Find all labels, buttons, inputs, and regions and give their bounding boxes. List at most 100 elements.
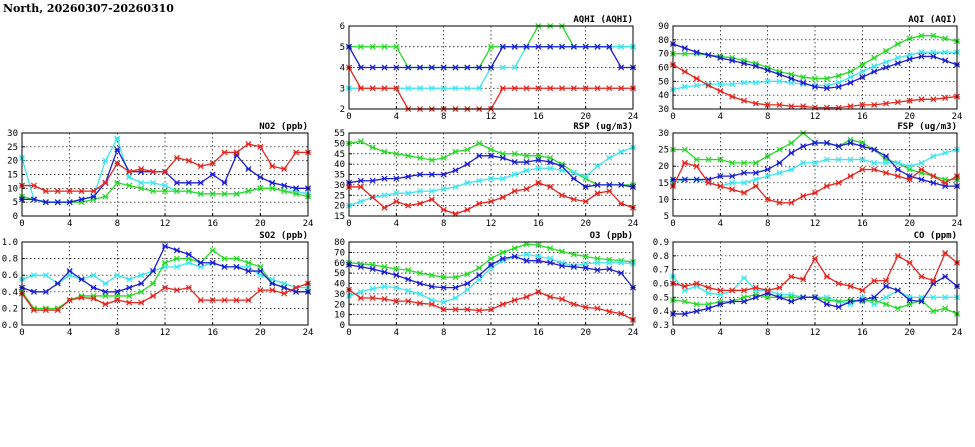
data-point-red (800, 103, 807, 110)
x-tick-label: 0 (670, 219, 675, 229)
data-point-red (811, 255, 819, 262)
fsp-chart: 0 4 8 12 16 20 24 5 10 15 20 25 30 FSP (ug/m3) (658, 122, 962, 229)
data-point-green (357, 43, 364, 50)
x-tick-label: 12 (486, 112, 497, 122)
x-tick-label: 16 (533, 219, 544, 229)
data-point-blue (811, 139, 819, 146)
data-point-red (233, 149, 240, 156)
x-tick-label: 24 (952, 219, 963, 229)
y-tick-label: 15 (658, 179, 669, 189)
data-point-cyan (428, 85, 435, 92)
data-point-cyan (114, 272, 121, 279)
data-point-green (233, 255, 240, 262)
data-point-cyan (535, 165, 542, 172)
plot-frame (21, 241, 309, 326)
data-point-red (173, 287, 180, 294)
data-point-blue (257, 174, 264, 181)
data-point-red (823, 273, 830, 280)
series-line-green (673, 132, 957, 181)
x-tick-label: 0 (19, 219, 24, 229)
x-tick-label: 4 (67, 328, 72, 338)
data-point-green (894, 305, 901, 312)
data-point-cyan (859, 156, 866, 163)
data-point-blue (150, 268, 157, 275)
data-point-blue (894, 60, 901, 67)
data-point-green (835, 72, 842, 79)
data-point-blue (381, 64, 388, 71)
data-point-green (393, 150, 400, 157)
data-point-blue (511, 43, 518, 50)
data-point-blue (535, 43, 542, 50)
data-point-red (788, 103, 795, 110)
data-point-cyan (357, 288, 364, 295)
data-point-red (582, 304, 589, 311)
data-point-red (221, 297, 228, 304)
data-point-red (788, 199, 795, 206)
data-point-blue (393, 64, 400, 71)
data-point-cyan (740, 274, 748, 281)
data-point-red (558, 192, 566, 199)
y-tick-label: 35 (334, 171, 345, 181)
data-point-cyan (102, 157, 109, 164)
data-point-red (800, 193, 807, 200)
data-point-cyan (440, 85, 447, 92)
data-point-blue (369, 177, 376, 184)
data-point-green (126, 292, 133, 299)
data-point-blue (393, 272, 400, 279)
data-point-cyan (570, 169, 577, 176)
data-point-red (161, 168, 169, 175)
data-point-red (847, 103, 854, 110)
data-point-green (221, 190, 228, 197)
data-point-cyan (764, 173, 771, 180)
data-point-cyan (464, 85, 471, 92)
x-tick-label: 16 (857, 219, 868, 229)
data-point-cyan (930, 153, 937, 160)
chart-title: SO2 (ppb) (259, 231, 308, 241)
data-point-blue (835, 83, 842, 90)
data-point-green (918, 32, 925, 39)
data-point-blue (476, 272, 483, 279)
data-point-cyan (405, 85, 412, 92)
x-tick-label: 8 (441, 112, 446, 122)
data-point-blue (788, 75, 795, 82)
data-point-blue (428, 64, 435, 71)
data-point-green (535, 242, 542, 249)
data-point-red (42, 188, 49, 195)
data-point-blue (606, 265, 613, 272)
data-point-red (393, 198, 400, 205)
data-point-green (452, 148, 459, 155)
data-point-blue (871, 294, 878, 301)
data-point-red (150, 168, 157, 175)
data-point-blue (440, 171, 447, 178)
data-point-red (558, 85, 566, 92)
chart-title: AQI (AQI) (908, 15, 957, 25)
data-point-red (930, 173, 937, 180)
data-point-green (942, 305, 949, 312)
y-tick-label: 25 (658, 146, 669, 156)
data-point-blue (197, 259, 204, 266)
data-point-red (523, 186, 530, 193)
data-point-red (740, 189, 748, 196)
data-point-blue (547, 159, 554, 166)
data-point-red (476, 200, 483, 207)
data-point-cyan (847, 156, 854, 163)
data-point-red (245, 297, 252, 304)
data-point-blue (717, 173, 724, 180)
data-point-red (66, 188, 73, 195)
data-point-cyan (90, 272, 97, 279)
data-point-red (942, 179, 949, 186)
data-point-red (681, 68, 688, 75)
data-point-cyan (871, 63, 878, 70)
data-point-red (618, 85, 625, 92)
y-tick-label: 0.2 (2, 304, 18, 314)
data-point-blue (871, 68, 878, 75)
y-tick-label: 80 (334, 238, 345, 248)
data-point-blue (930, 53, 937, 60)
data-point-blue (717, 301, 724, 308)
data-point-red (681, 159, 688, 166)
co-chart: 0 4 8 12 16 20 24 0.3 0.4 0.5 0.6 0.7 0.8 0.9 CO (ppm) (653, 231, 963, 338)
data-point-green (811, 75, 819, 82)
data-point-blue (173, 247, 180, 254)
data-point-red (138, 165, 145, 172)
